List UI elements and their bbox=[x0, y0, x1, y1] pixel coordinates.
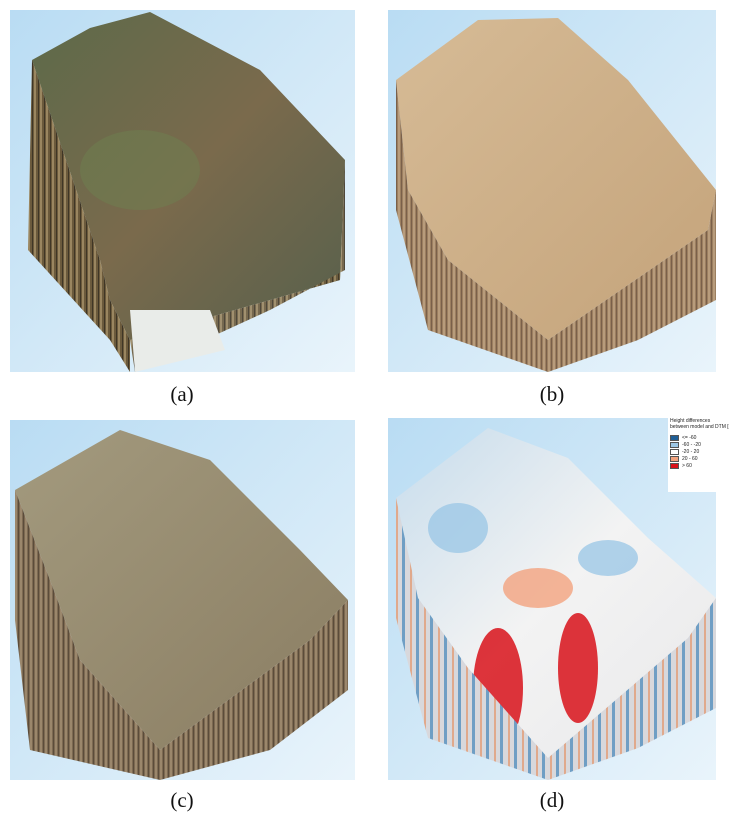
legend-item: -20 - 20 bbox=[670, 448, 729, 455]
caption: (d) bbox=[539, 788, 565, 812]
legend-label: -60 - -20 bbox=[682, 441, 701, 448]
legend: Height differences between model and DTM… bbox=[668, 414, 729, 492]
legend-swatch bbox=[670, 455, 679, 462]
caption: (b) bbox=[539, 382, 565, 406]
legend-item: -60 - -20 bbox=[670, 441, 729, 448]
caption: (a) bbox=[170, 382, 194, 406]
legend-item: <= -60 bbox=[670, 434, 729, 441]
caption: (c) bbox=[170, 788, 194, 812]
legend-swatch bbox=[670, 462, 679, 469]
legend-title: Height differences bbox=[670, 418, 711, 424]
legend-swatch bbox=[670, 434, 679, 441]
legend-swatch bbox=[670, 448, 679, 455]
legend-title: between model and DTM [m bbox=[670, 424, 729, 430]
terrain-panel-c bbox=[10, 420, 355, 780]
terrain-panel-b bbox=[388, 10, 716, 372]
legend-label: 20 - 60 bbox=[682, 455, 698, 462]
legend-item: > 60 bbox=[670, 462, 729, 469]
legend-label: > 60 bbox=[682, 462, 692, 469]
legend-label: <= -60 bbox=[682, 434, 697, 441]
legend-item: 20 - 60 bbox=[670, 455, 729, 462]
terrain-panel-d bbox=[388, 418, 716, 780]
legend-swatch bbox=[670, 441, 679, 448]
terrain-panel-a bbox=[10, 10, 355, 372]
legend-label: -20 - 20 bbox=[682, 448, 700, 455]
